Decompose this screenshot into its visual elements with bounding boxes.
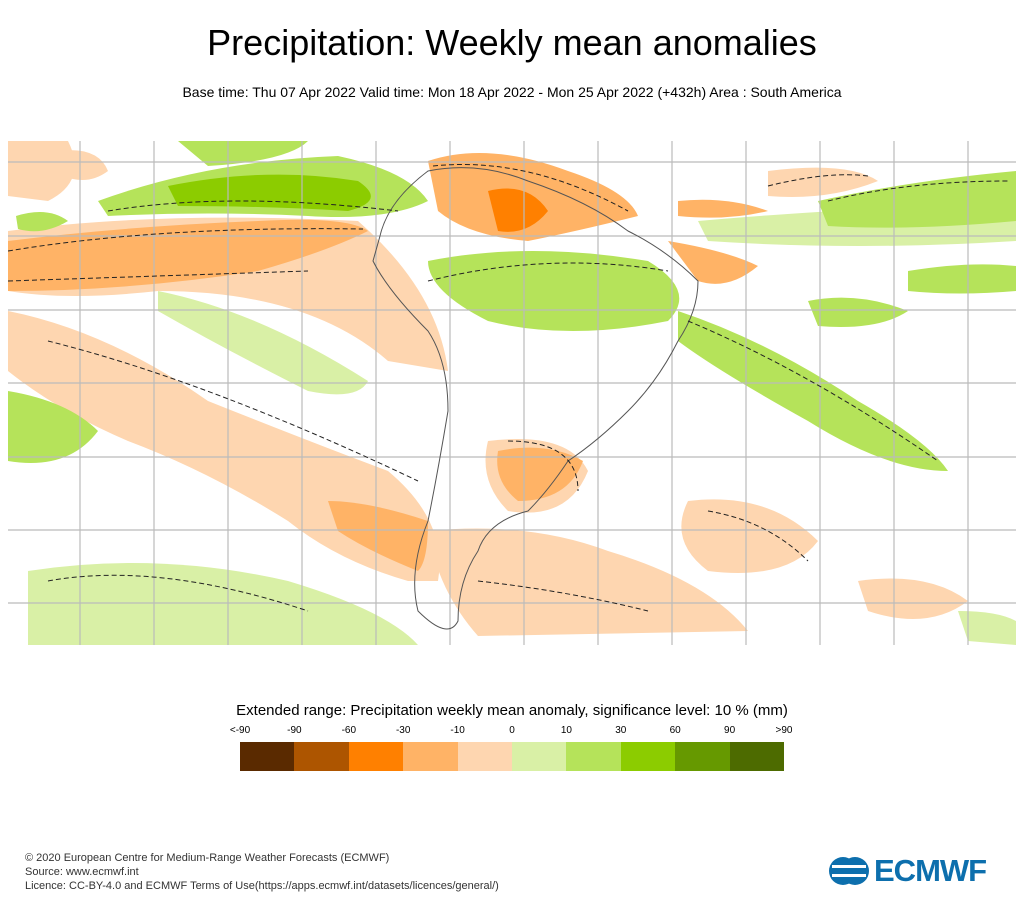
legend-tick: -30: [395, 725, 411, 736]
chart-subtitle: Base time: Thu 07 Apr 2022 Valid time: M…: [182, 84, 842, 100]
legend-color-swatch: [457, 742, 513, 771]
ecmwf-logo-icon: [829, 857, 869, 885]
anomaly-negative-strong: [488, 188, 548, 232]
anomaly-positive-strong: [168, 174, 371, 211]
legend-tick: 90: [724, 725, 736, 736]
legend-color-swatch: [729, 742, 785, 771]
legend-tick: -90: [287, 725, 302, 736]
licence-text: Licence: CC-BY-4.0 and ECMWF Terms of Us…: [25, 880, 499, 892]
legend-tick: -10: [450, 725, 465, 736]
footer: © 2020 European Centre for Medium-Range …: [25, 851, 499, 893]
copyright-text: © 2020 European Centre for Medium-Range …: [25, 852, 390, 864]
legend-color-swatch: [294, 742, 349, 771]
significance-contours: [8, 163, 1009, 612]
precipitation-anomaly-map: [8, 141, 1016, 645]
legend-tick: 0: [509, 725, 515, 736]
legend-tick: 60: [669, 725, 681, 736]
chart-title: Precipitation: Weekly mean anomalies: [207, 22, 817, 63]
source-text: Source: www.ecmwf.int: [25, 866, 139, 878]
legend-color-swatch: [240, 742, 295, 771]
legend-color-swatch: [348, 742, 404, 771]
legend-color-swatch: [512, 742, 567, 771]
ecmwf-logo: ECMWF: [828, 853, 987, 889]
legend-tick: <-90: [229, 725, 251, 736]
anomaly-negative-moderate: [8, 153, 768, 571]
legend-color-swatch: [403, 742, 458, 771]
legend-title: Extended range: Precipitation weekly mea…: [236, 702, 788, 719]
legend-colorbar: [240, 742, 785, 771]
legend-color-swatch: [566, 742, 621, 771]
graticule: [8, 141, 1016, 645]
legend-color-swatch: [620, 742, 676, 771]
ecmwf-logo-text: ECMWF: [874, 853, 987, 888]
south-america-coastline: [372, 167, 699, 630]
legend-color-swatch: [675, 742, 730, 771]
legend-tick: -60: [341, 725, 357, 736]
legend-tick: 30: [615, 725, 627, 736]
legend-tick: >90: [775, 725, 793, 736]
legend-ticks: <-90 -90 -60 -30 -10 0 10 30 60 90 >90: [230, 725, 793, 739]
legend-tick: 10: [560, 725, 572, 736]
